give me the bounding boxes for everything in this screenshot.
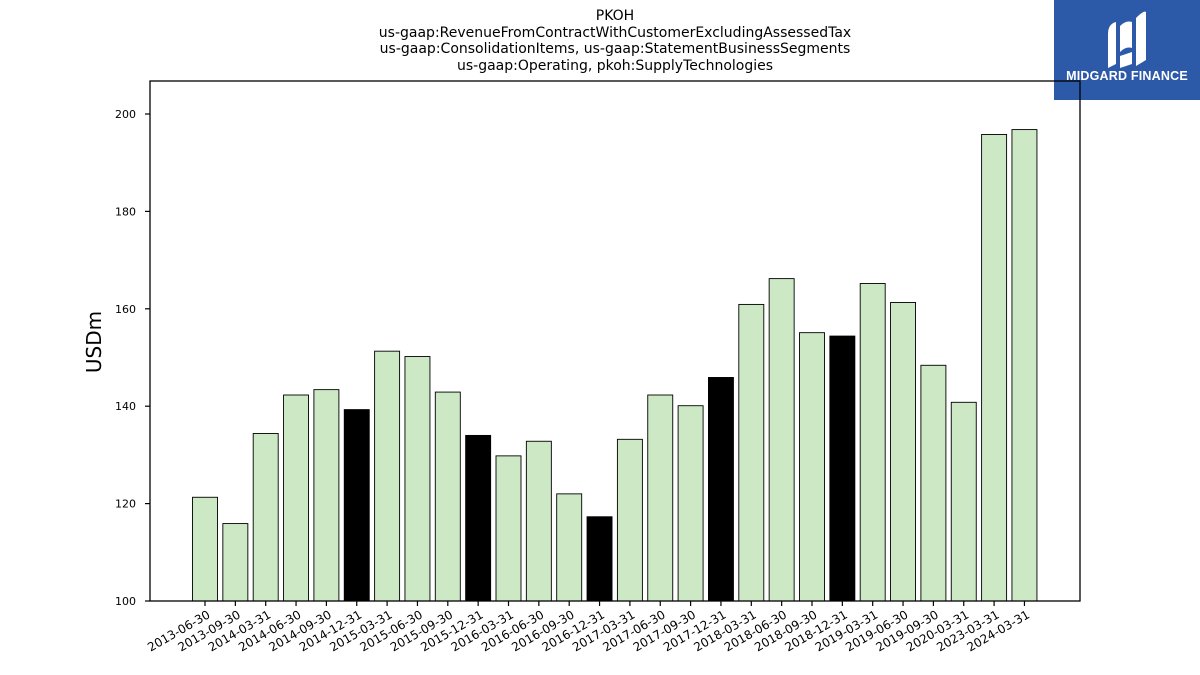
bar-2019-06-30 [890,302,916,602]
bar-2018-09-30 [799,332,825,602]
x-axis: 2013-06-302013-09-302014-03-312014-06-30… [145,601,1032,654]
bar-2013-06-30 [192,496,218,602]
y-axis-label: USDm [82,311,106,373]
bar-2015-12-31 [465,434,492,602]
bar-2015-03-31 [374,350,401,602]
bar-2015-06-30 [404,356,431,602]
bar-2018-06-30 [768,278,795,602]
bar-2014-12-31 [343,409,370,602]
bar-2016-03-31 [495,455,522,602]
plot-frame [149,80,1081,602]
y-tick-label: 120 [115,498,136,511]
bar-2019-03-31 [859,283,886,602]
logo-text: MIDGARD FINANCE [1066,69,1188,83]
bar-2019-09-30 [920,364,947,602]
y-tick-label: 100 [115,595,136,608]
bar-2016-09-30 [556,493,583,602]
bar-2015-09-30 [434,391,461,602]
midgard-logo-icon [1108,11,1146,68]
bar-2013-09-30 [222,523,249,602]
y-axis: 100 120 140 160 180 200 [115,108,150,608]
y-tick-label: 160 [115,303,136,316]
chart-title: PKOH [595,8,635,24]
bar-2020-03-31 [950,401,977,602]
chart-title-block: PKOH us-gaap:RevenueFromContractWithCust… [150,8,1080,74]
y-tick-label: 180 [115,205,136,218]
bar-2017-06-30 [647,394,674,602]
bar-2014-06-30 [283,394,309,602]
midgard-finance-logo: MIDGARD FINANCE [1054,0,1200,100]
bar-2023-03-31 [981,133,1008,602]
bar-2018-12-31 [829,335,856,602]
chart-subtitle-1: us-gaap:RevenueFromContractWithCustomerE… [378,24,852,41]
bar-2017-03-31 [616,438,643,602]
bar-2017-12-31 [708,377,734,602]
y-tick-label: 200 [115,108,136,121]
bar-2014-09-30 [313,389,340,602]
bars-group [192,129,1038,602]
chart-subtitle-3: us-gaap:Operating, pkoh:SupplyTechnologi… [456,57,774,74]
y-tick-label: 140 [115,400,136,413]
bar-2016-12-31 [586,516,613,602]
bar-2024-03-31 [1011,129,1038,602]
chart-subtitle-2: us-gaap:ConsolidationItems, us-gaap:Stat… [379,41,851,57]
bar-2018-03-31 [738,303,765,602]
bar-2014-03-31 [252,433,279,602]
bar-2017-09-30 [677,405,704,602]
bar-2016-06-30 [525,440,552,602]
